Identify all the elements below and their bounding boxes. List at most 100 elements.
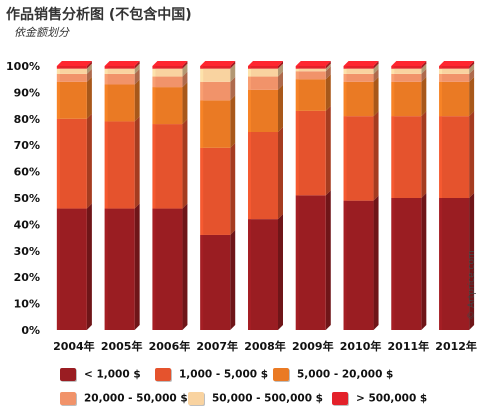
- bar-segment-highlight: [56, 81, 60, 119]
- bar-segment: [391, 73, 422, 82]
- bar-segment: [104, 84, 135, 122]
- bar-segment: [439, 116, 470, 198]
- bar-segment-highlight: [439, 198, 443, 330]
- bar-segment: [56, 118, 87, 209]
- x-tick-label: 2006年: [149, 339, 191, 353]
- bar-segment-side: [421, 111, 427, 198]
- bar-segment-side: [86, 61, 92, 69]
- bar-segment: [391, 198, 422, 330]
- bar-segment-highlight: [248, 132, 251, 220]
- bar-segment-side: [469, 61, 475, 69]
- bar-segment: [343, 73, 374, 82]
- bar-segment: [56, 66, 87, 69]
- bar-segment: [104, 208, 135, 330]
- bar-segment-side: [373, 76, 379, 117]
- bar-segment: [343, 66, 374, 69]
- bar-segment-side: [86, 113, 92, 209]
- bar-segment-highlight: [248, 66, 251, 69]
- bar-top-face: [56, 61, 92, 66]
- y-tick-label: 30%: [14, 245, 40, 258]
- bar-segment-highlight: [56, 118, 60, 209]
- bar-segment-highlight: [200, 81, 204, 101]
- bar-segment-side: [278, 71, 283, 90]
- bar-segment-highlight: [439, 116, 443, 198]
- y-tick-label: 60%: [14, 166, 40, 179]
- y-tick-label: 90%: [14, 86, 40, 99]
- y-tick-label: 100%: [6, 60, 40, 73]
- legend-swatch: [273, 368, 289, 381]
- bar-segment-highlight: [200, 147, 204, 235]
- legend-item: < 1,000 $: [60, 368, 141, 381]
- bar-segment-side: [325, 61, 331, 69]
- y-tick-label: 50%: [14, 192, 40, 205]
- bar-segment-side: [230, 76, 236, 101]
- bar-segment-side: [182, 82, 188, 125]
- bar-segment-highlight: [152, 66, 156, 69]
- bar-segment: [104, 68, 135, 74]
- bar-segment-highlight: [56, 66, 60, 69]
- bar-segment-highlight: [343, 200, 347, 330]
- bar-segment: [56, 81, 87, 119]
- bar-segment: [200, 81, 231, 101]
- bar-segment: [56, 73, 87, 82]
- bar-segment: [391, 66, 422, 69]
- bar-segment-side: [86, 68, 92, 82]
- bar-segment-highlight: [295, 71, 299, 80]
- bar-segment-highlight: [152, 208, 156, 330]
- bar-segment-highlight: [152, 76, 156, 88]
- bar-segment: [152, 124, 183, 209]
- x-tick-label: 2004年: [53, 339, 95, 353]
- bar-segment-side: [86, 76, 92, 119]
- bar-segment-side: [278, 214, 283, 330]
- y-tick-label: 20%: [14, 271, 40, 284]
- bar-segment-side: [134, 61, 140, 69]
- bar-segment-highlight: [248, 219, 251, 330]
- legend-label: > 500,000 $: [356, 392, 428, 405]
- legend-label: 5,000 - 20,000 $: [297, 368, 394, 381]
- bar-top-face: [439, 61, 475, 66]
- bar-segment-side: [182, 61, 188, 69]
- bar-segment-highlight: [104, 73, 108, 85]
- bar-segment-highlight: [152, 87, 156, 125]
- legend-label: 20,000 - 50,000 $: [84, 392, 188, 405]
- bar-segment-side: [373, 111, 379, 201]
- bar-segment: [248, 132, 278, 220]
- x-tick-label: 2010年: [340, 339, 382, 353]
- legend-swatch: [188, 392, 204, 405]
- bar-segment-side: [469, 68, 475, 82]
- bar-segment: [152, 66, 183, 69]
- bar-top-face: [152, 61, 188, 66]
- bar-top-face: [343, 61, 379, 66]
- bar-segment-highlight: [391, 68, 395, 74]
- bar-segment-side: [421, 68, 427, 82]
- bar-segment: [343, 116, 374, 201]
- bar-segment: [343, 200, 374, 330]
- bar-segment-highlight: [439, 73, 443, 82]
- bar-segment-side: [230, 142, 236, 235]
- bar-segment-highlight: [295, 66, 299, 69]
- bar-segment: [295, 71, 326, 80]
- bar-top-face: [391, 61, 427, 66]
- bar-segment-highlight: [295, 68, 299, 72]
- legend-item: 50,000 - 500,000 $: [188, 392, 323, 405]
- bar-segment-side: [421, 63, 427, 74]
- bar-segment-highlight: [248, 68, 251, 77]
- bar-segment: [248, 76, 278, 90]
- bar-segment-side: [134, 79, 140, 122]
- bar-segment-side: [469, 63, 475, 74]
- bar-segment-side: [278, 84, 283, 132]
- bar-segment: [152, 76, 183, 88]
- bar-top-face: [248, 61, 283, 66]
- bar-segment: [343, 81, 374, 117]
- bar-segment-side: [421, 61, 427, 69]
- legend-item: > 500,000 $: [332, 392, 427, 405]
- bar-segment-side: [86, 203, 92, 330]
- bar-segment-highlight: [391, 198, 395, 330]
- y-tick-label: 0%: [21, 324, 40, 337]
- bar-segment-highlight: [200, 68, 204, 82]
- bar-segment: [439, 66, 470, 69]
- stacked-bar-chart: 0% 10% 20% 30% 40% 50% 60% 70% 80% 90% 100% 2004年 20…: [6, 60, 477, 353]
- bar-segment: [439, 68, 470, 74]
- bar-segment: [152, 68, 183, 77]
- bar-segment-highlight: [104, 68, 108, 74]
